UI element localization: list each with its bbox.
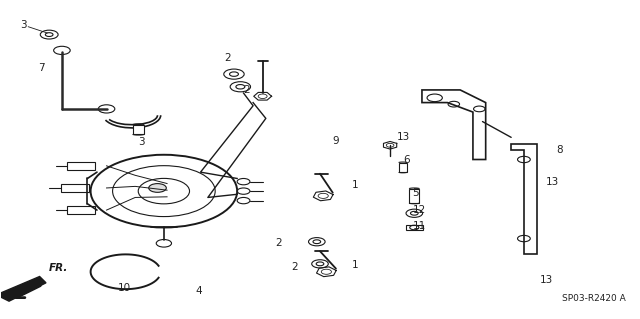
Text: 8: 8 [556, 145, 563, 155]
Text: 10: 10 [118, 283, 131, 293]
Text: 6: 6 [403, 154, 410, 165]
Polygon shape [422, 90, 486, 160]
Text: 9: 9 [333, 136, 339, 145]
Text: 13: 13 [546, 177, 559, 187]
Text: 12: 12 [412, 205, 426, 215]
Text: 13: 13 [540, 275, 553, 285]
Text: 13: 13 [396, 132, 410, 142]
Text: 2: 2 [243, 85, 250, 95]
Text: 2: 2 [291, 262, 298, 272]
Polygon shape [0, 277, 46, 301]
Bar [399, 163, 407, 172]
Bar [132, 125, 144, 134]
Text: 1: 1 [351, 180, 358, 190]
Bar [61, 184, 89, 192]
Text: 2: 2 [224, 53, 231, 63]
Text: 3: 3 [138, 137, 145, 147]
Bar [67, 162, 95, 170]
Text: 5: 5 [412, 188, 419, 198]
Text: 4: 4 [196, 286, 202, 296]
Bar [409, 189, 419, 203]
Circle shape [148, 184, 166, 192]
Text: 11: 11 [412, 221, 426, 231]
Text: SP03-R2420 A: SP03-R2420 A [562, 294, 626, 303]
Bar [67, 206, 95, 214]
Text: FR.: FR. [49, 263, 68, 273]
Bar [406, 225, 422, 230]
Text: 1: 1 [351, 260, 358, 271]
Text: 7: 7 [38, 63, 45, 73]
Text: 3: 3 [20, 20, 27, 30]
Text: 2: 2 [275, 238, 282, 248]
Polygon shape [511, 144, 537, 254]
